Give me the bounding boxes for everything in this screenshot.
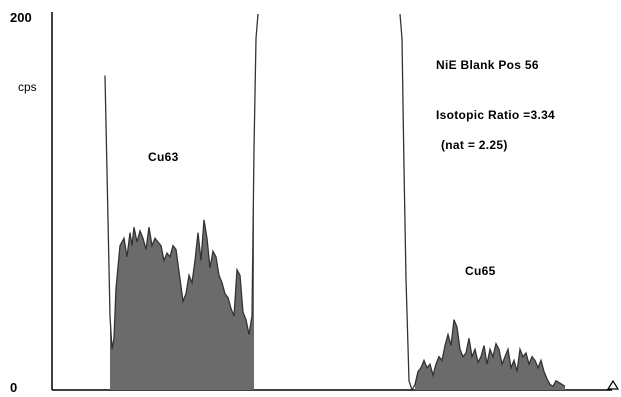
series-line-cu63: [104, 13, 259, 350]
isotopic-ratio-annotation: Isotopic Ratio =3.34: [436, 108, 556, 122]
sample-annotation: NiE Blank Pos 56: [436, 58, 539, 72]
series-cu63: [104, 13, 259, 390]
peak-label-cu63: Cu63: [148, 150, 179, 164]
series-area-cu63: [110, 149, 254, 390]
natural-ratio-annotation: (nat = 2.25): [441, 138, 508, 152]
series-line-cu65: [399, 13, 566, 392]
x-axis-arrow-icon: [606, 379, 620, 390]
y-tick-label-0: 0: [10, 380, 18, 395]
y-axis-unit-label: cps: [18, 80, 37, 94]
series-area-cu65: [415, 319, 565, 390]
peak-label-cu65: Cu65: [465, 264, 496, 278]
series-cu65: [399, 13, 566, 392]
series-layer: [104, 13, 566, 392]
y-tick-label-200: 200: [10, 10, 32, 25]
